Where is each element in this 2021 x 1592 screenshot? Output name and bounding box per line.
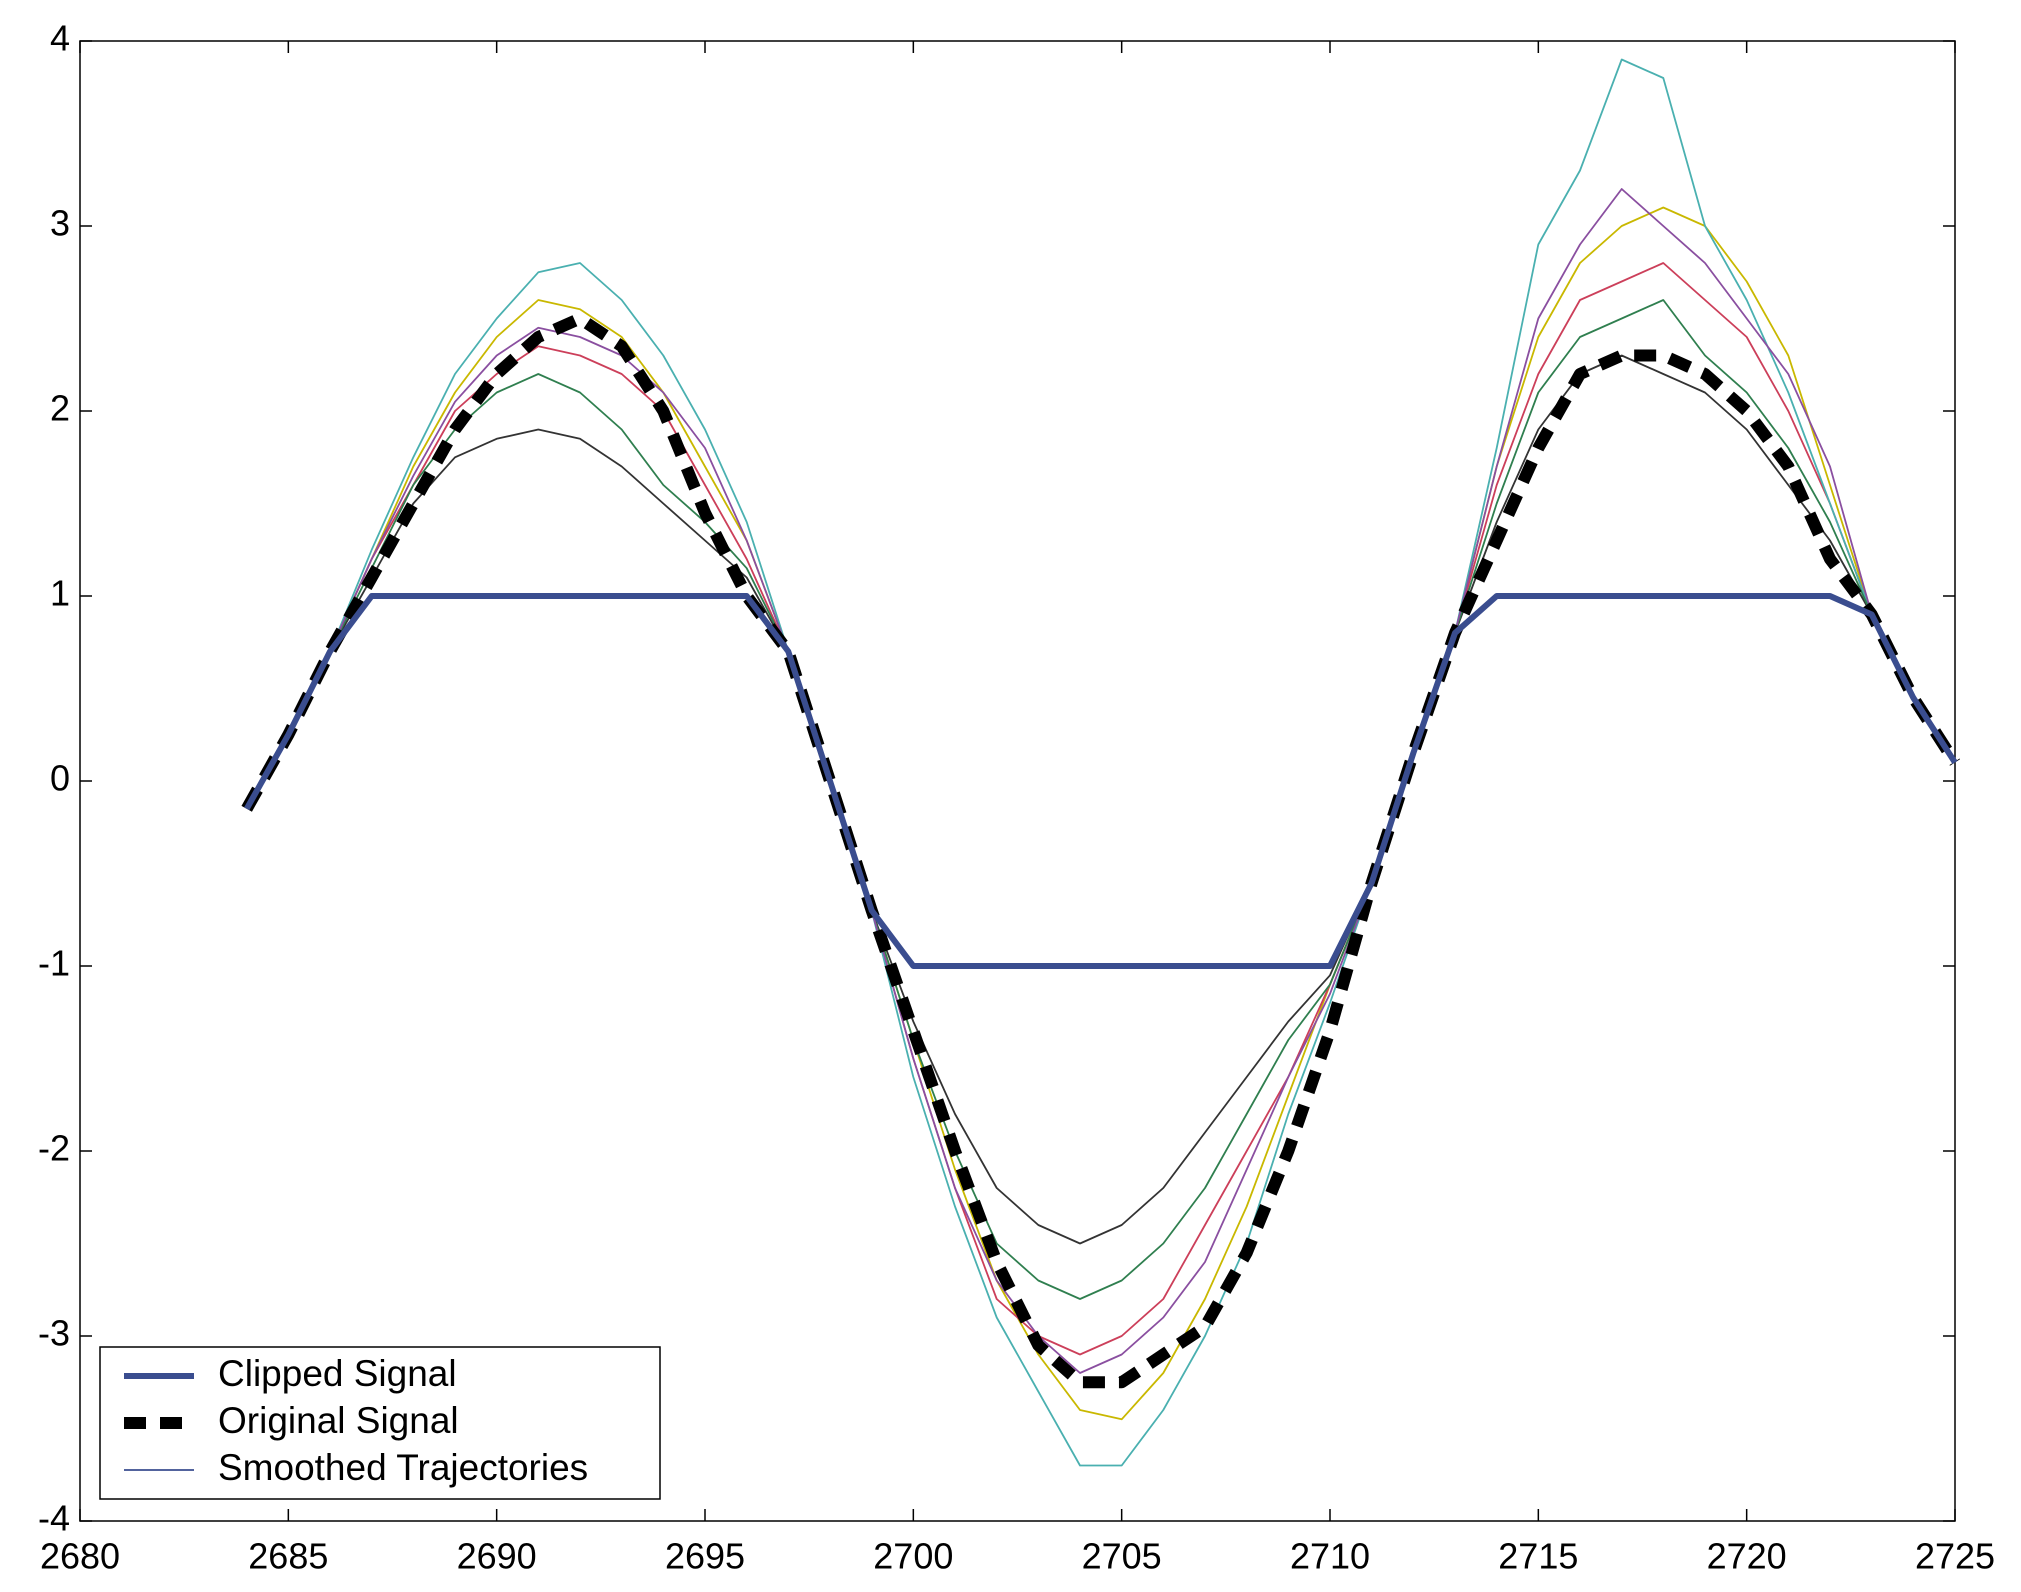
x-tick-label: 2725 [1915, 1536, 1995, 1577]
x-tick-label: 2720 [1707, 1536, 1787, 1577]
x-tick-label: 2710 [1290, 1536, 1370, 1577]
x-tick-label: 2705 [1082, 1536, 1162, 1577]
clipped-line [244, 593, 1958, 969]
x-tick-label: 2695 [665, 1536, 745, 1577]
x-tick-label: 2700 [873, 1536, 953, 1577]
y-tick-label: 3 [50, 203, 70, 244]
original-line [241, 312, 1961, 1389]
y-tick-label: -1 [38, 943, 70, 984]
y-tick-label: -3 [38, 1313, 70, 1354]
y-tick-label: 2 [50, 388, 70, 429]
y-tick-label: 0 [50, 758, 70, 799]
plot-frame [79, 40, 1956, 1522]
trajectory-line [329, 354, 1873, 1245]
legend-label: Original Signal [218, 1400, 459, 1441]
legend-label: Clipped Signal [218, 1353, 457, 1394]
trajectory-line [329, 58, 1873, 1467]
y-tick-label: -2 [38, 1128, 70, 1169]
x-tick-label: 2680 [40, 1536, 120, 1577]
x-tick-label: 2690 [457, 1536, 537, 1577]
y-tick-label: 1 [50, 573, 70, 614]
trajectory-line [329, 206, 1873, 1421]
x-tick-label: 2685 [248, 1536, 328, 1577]
trajectory-line [329, 299, 1873, 1300]
legend-label: Smoothed Trajectories [218, 1447, 588, 1488]
y-tick-label: 4 [50, 18, 70, 59]
y-tick-label: -4 [38, 1498, 70, 1539]
trajectory-line [329, 188, 1873, 1374]
trajectory-line [329, 262, 1873, 1356]
x-tick-label: 2715 [1498, 1536, 1578, 1577]
legend-box [99, 1346, 661, 1500]
